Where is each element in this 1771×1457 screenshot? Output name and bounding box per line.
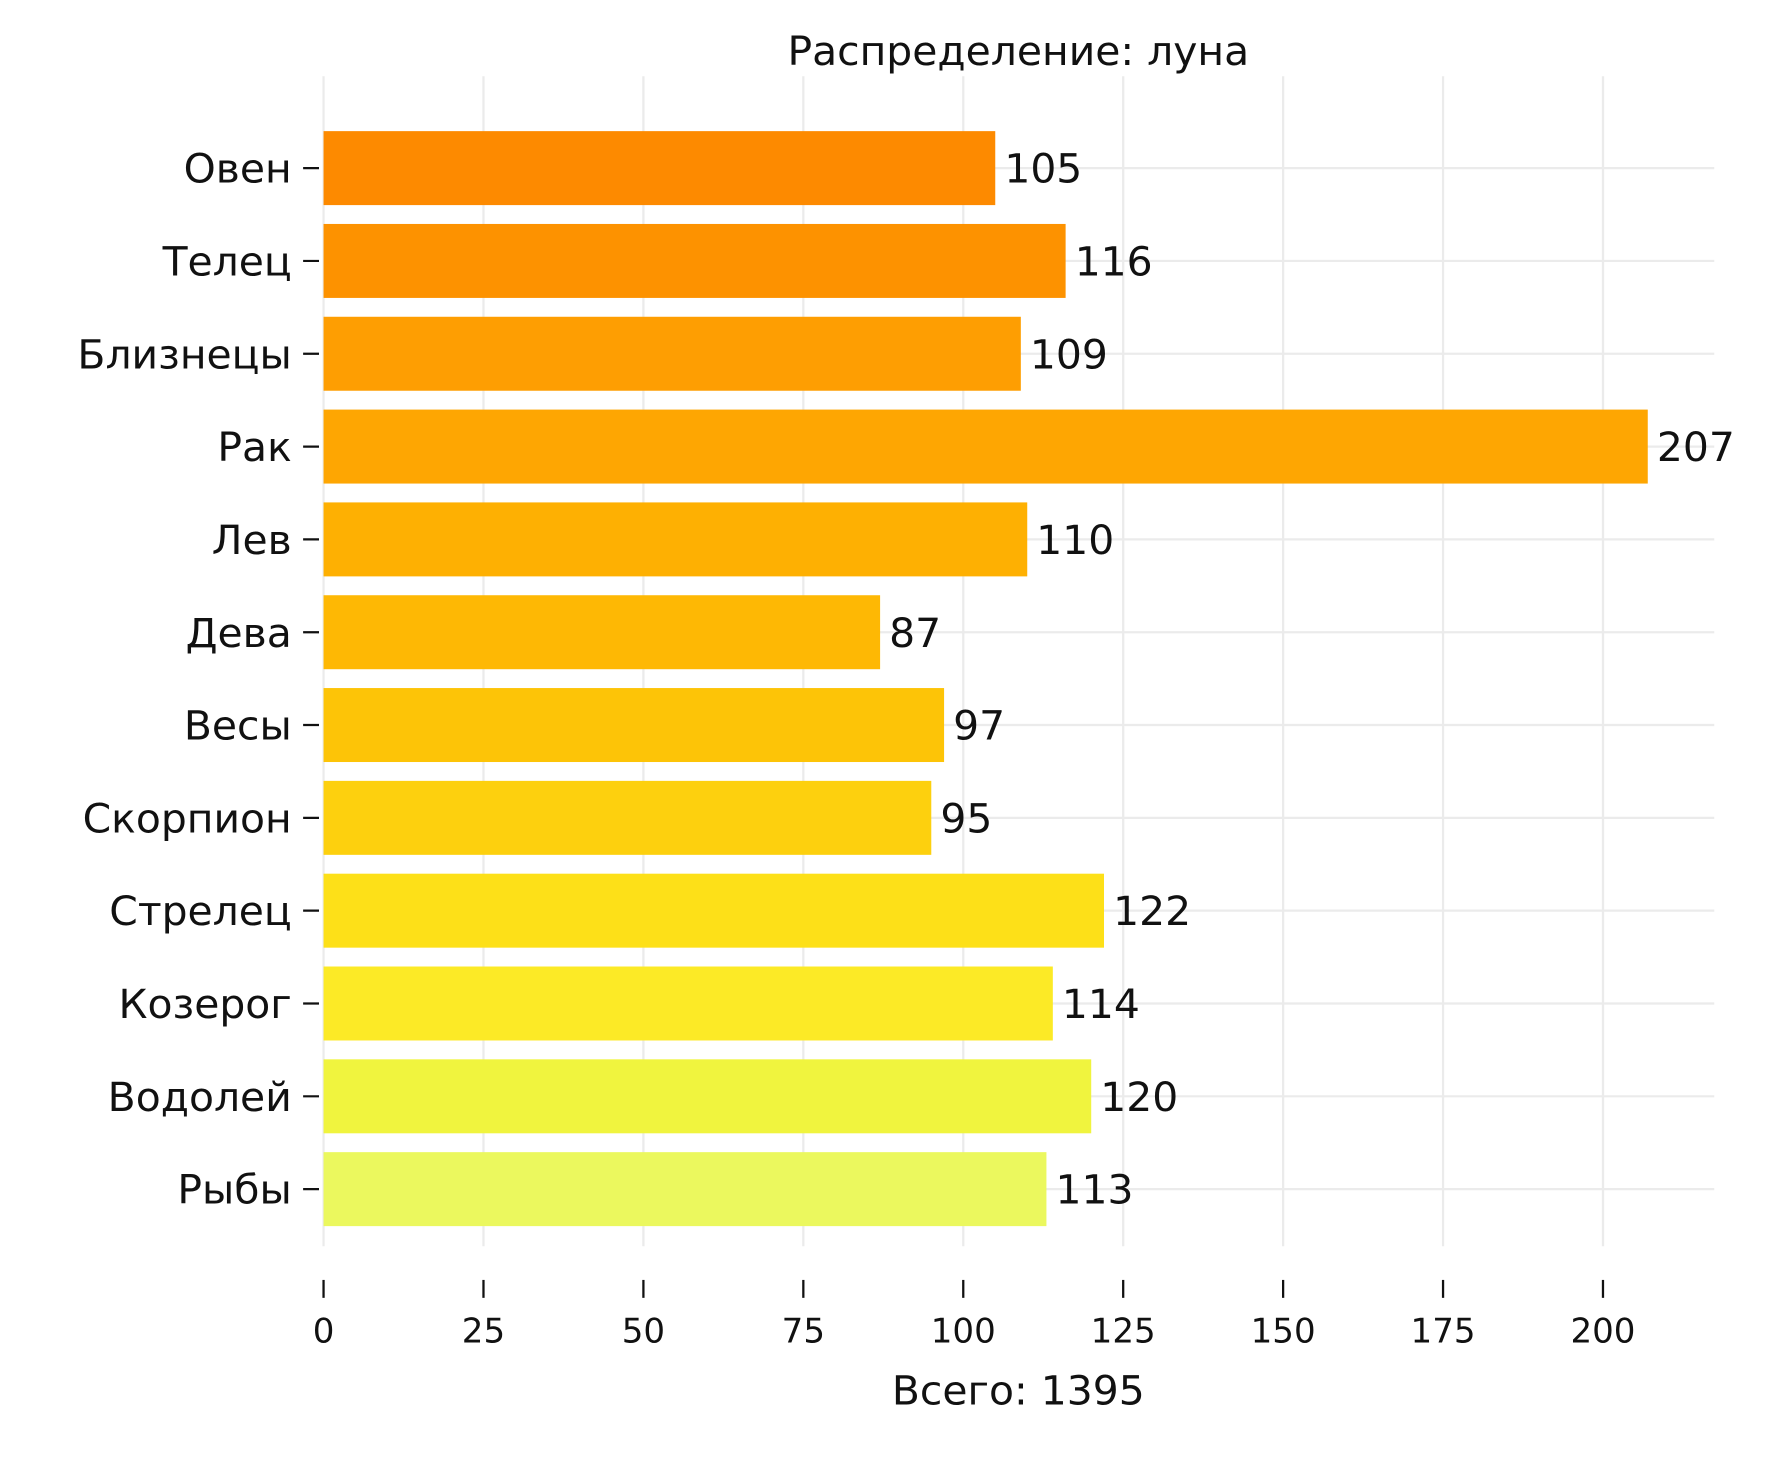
bar <box>323 131 996 206</box>
x-axis-label: Всего: 1395 <box>892 1367 1145 1415</box>
bar-value-label: 95 <box>940 795 992 843</box>
bar-value-label: 207 <box>1657 423 1735 471</box>
y-tick-label: Скорпион <box>83 795 292 843</box>
y-tick-label: Весы <box>184 702 292 750</box>
y-tick-label: Близнецы <box>77 331 291 379</box>
bar <box>323 780 932 855</box>
x-tick-label: 100 <box>931 1312 996 1351</box>
y-tick-label: Дева <box>186 609 292 657</box>
bar-value-label: 109 <box>1030 331 1108 379</box>
bar-value-label: 87 <box>889 609 941 657</box>
x-tick-label: 150 <box>1251 1312 1316 1351</box>
bar-value-label: 120 <box>1100 1073 1178 1121</box>
bar <box>323 316 1021 391</box>
y-tick-label: Рыбы <box>177 1166 291 1214</box>
bar <box>323 1059 1092 1134</box>
bar <box>323 966 1053 1041</box>
bar <box>323 223 1066 298</box>
x-tick-label: 125 <box>1091 1312 1156 1351</box>
x-tick-label: 25 <box>462 1312 505 1351</box>
x-tick-label: 75 <box>782 1312 825 1351</box>
bar-value-label: 97 <box>953 702 1005 750</box>
y-tick-label: Рак <box>217 423 291 471</box>
y-tick-label: Лев <box>212 516 292 564</box>
bar-value-label: 122 <box>1113 887 1191 935</box>
bar-value-label: 116 <box>1075 238 1153 286</box>
x-tick-label: 200 <box>1570 1312 1635 1351</box>
y-axis-labels: Овен Телец Близнецы Рак Лев Дева Весы Скорпион С… <box>77 145 320 1214</box>
x-axis: 0 25 50 75 100 125 150 175 200 <box>313 1279 1635 1351</box>
bar <box>323 502 1028 577</box>
y-tick-label: Водолей <box>108 1073 292 1121</box>
x-tick-label: 50 <box>622 1312 665 1351</box>
y-tick-label: Телец <box>162 238 292 286</box>
y-tick-label: Овен <box>184 145 292 193</box>
bar <box>323 409 1648 484</box>
bar <box>323 688 945 763</box>
chart-title: Распределение: луна <box>787 27 1249 75</box>
bar-value-label: 105 <box>1004 145 1082 193</box>
x-tick-label: 175 <box>1411 1312 1476 1351</box>
bar <box>323 873 1105 948</box>
bar <box>323 595 881 670</box>
bar-value-label: 113 <box>1056 1166 1134 1214</box>
y-tick-label: Козерог <box>119 980 292 1028</box>
bar-value-label: 114 <box>1062 980 1140 1028</box>
bar <box>323 1152 1047 1227</box>
y-tick-label: Стрелец <box>109 887 291 935</box>
x-tick-label: 0 <box>313 1312 335 1351</box>
bar-value-label: 110 <box>1036 516 1114 564</box>
